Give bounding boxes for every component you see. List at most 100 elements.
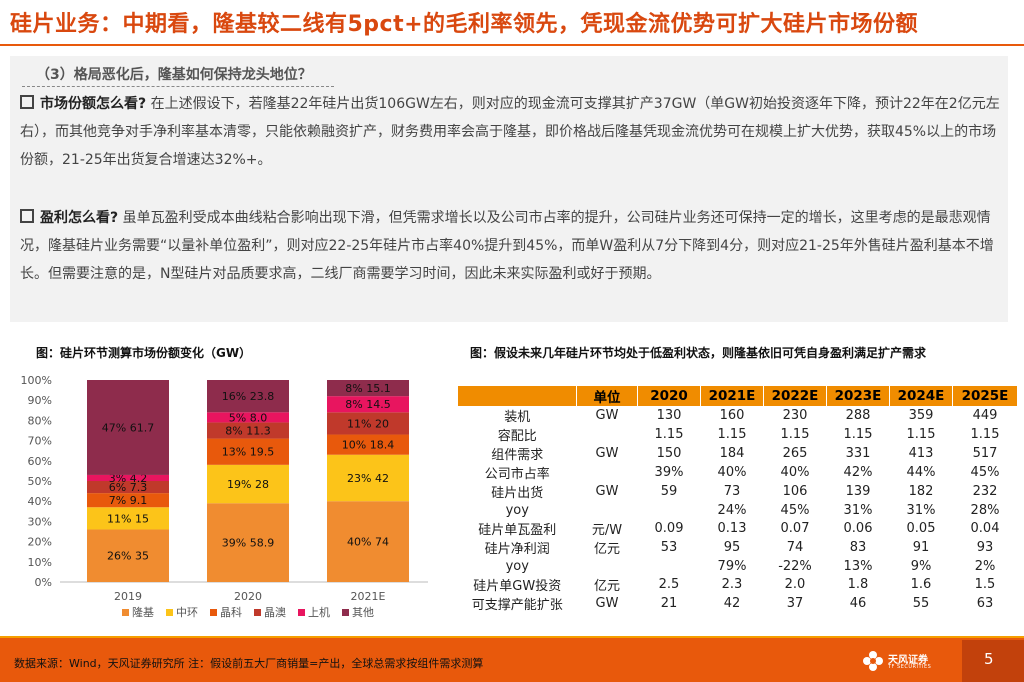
table-row: 硅片净利润 亿元 53 95 74 83 91 93 — [458, 538, 1018, 557]
y-tick-label: 30% — [28, 515, 52, 528]
table-header-cell: 2022E — [763, 386, 827, 406]
logo-subtext: TF SECURITIES — [888, 664, 932, 670]
table-cell: 160 — [719, 408, 745, 423]
table-cell: 31% — [843, 502, 873, 518]
bar-segment — [87, 529, 169, 582]
table-cell: 45% — [970, 465, 1000, 480]
table-row: 可支撑产能扩张 GW 21 42 37 46 55 63 — [458, 594, 1018, 613]
data-label: 3% 4.2 — [109, 472, 147, 485]
profit-paragraph: 盈利怎么看? 虽单瓦盈利受成本曲线粘合影响出现下滑，但凭需求增长以及公司市占率的… — [20, 204, 1010, 288]
table-cell: 装机 — [504, 410, 531, 425]
table-cell: 硅片净利润 — [484, 542, 550, 558]
table-cell: 2.0 — [784, 577, 806, 593]
table-row: yoy 24% 45% 31% 31% 28% — [458, 501, 1018, 519]
footer-bar — [0, 636, 1024, 682]
bar-segment — [327, 412, 409, 435]
data-label: 5% 8.0 — [229, 411, 267, 424]
data-label: 47% 61.7 — [102, 421, 154, 434]
table-cell: 21 — [660, 596, 678, 612]
table-cell: 1.15 — [717, 427, 747, 442]
table-cell — [577, 463, 638, 482]
title-rule — [0, 44, 1024, 46]
bar-segment — [87, 474, 169, 481]
x-tick-label: 2020 — [234, 590, 262, 603]
y-tick-label: 0% — [35, 576, 52, 589]
bar-segment — [207, 464, 289, 504]
table-row: yoy 79% -22% 13% 9% 2% — [458, 557, 1018, 575]
section-heading: （3）格局恶化后，隆基如何保持龙头地位？ — [36, 67, 312, 83]
data-label: 40% 74 — [347, 536, 389, 549]
bar-segment — [87, 493, 169, 508]
bullet-square-icon — [20, 95, 34, 109]
data-label: 8% 14.5 — [345, 398, 390, 411]
table-cell: 1.15 — [970, 427, 1000, 442]
table-cell: 59 — [660, 484, 678, 499]
table-cell: 53 — [660, 540, 678, 556]
bar-segment — [327, 434, 409, 455]
table-cell: 组件需求 — [491, 448, 544, 463]
legend-label: 其他 — [352, 606, 374, 619]
table-row: 硅片单GW投资 亿元 2.5 2.3 2.0 1.8 1.6 1.5 — [458, 575, 1018, 594]
table-row: 装机 GW 130 160 230 288 359 449 — [458, 406, 1018, 425]
bar-segment — [327, 396, 409, 413]
table-cell: 1.5 — [974, 577, 996, 593]
legend-swatch — [298, 609, 305, 616]
table-cell: 9% — [910, 558, 932, 574]
table-cell: GW — [595, 596, 619, 612]
y-tick-label: 80% — [28, 414, 52, 427]
table-cell: 1.15 — [654, 427, 684, 442]
bar-segment — [87, 481, 169, 494]
table-cell: 31% — [906, 502, 936, 518]
table-cell: 24% — [717, 502, 747, 518]
table-row: 硅片出货 GW 59 73 106 139 182 232 — [458, 482, 1018, 501]
table-cell: 55 — [912, 596, 930, 612]
page-title: 硅片业务：中期看，隆基较二线有5pct+的毛利率领先，凭现金流优势可扩大硅片市场… — [10, 12, 919, 37]
table-cell: 63 — [976, 596, 994, 612]
table-cell: 0.09 — [654, 521, 684, 537]
table-cell: GW — [595, 446, 619, 461]
table-cell: 288 — [845, 408, 871, 423]
table-cell: -22% — [778, 558, 812, 574]
table-cell: 13% — [843, 558, 873, 574]
table-cell: yoy — [505, 502, 529, 518]
table-cell: 2.3 — [721, 577, 743, 593]
flower-logo-icon — [863, 651, 883, 671]
table-cell: 130 — [656, 408, 682, 423]
table-cell: 93 — [976, 540, 994, 556]
table-cell: 0.05 — [906, 521, 936, 537]
table-cell: 37 — [786, 596, 804, 612]
y-tick-label: 10% — [28, 556, 52, 569]
data-label: 16% 23.8 — [222, 390, 274, 403]
table-cell: 95 — [723, 540, 741, 556]
legend-swatch — [210, 609, 217, 616]
data-label: 10% 18.4 — [342, 439, 394, 452]
data-label: 13% 19.5 — [222, 446, 274, 459]
table-cell: 182 — [908, 484, 934, 499]
footer-source: 数据来源：Wind，天风证券研究所 注：假设前五大厂商销量=产出，全球总需求按组… — [14, 657, 484, 670]
table-cell: 517 — [972, 446, 998, 461]
logo-text: 天风证券 — [888, 655, 928, 666]
table-cell: 28% — [970, 502, 1000, 518]
x-tick-label: 2019 — [114, 590, 142, 603]
table-cell: 40% — [717, 465, 747, 480]
legend-swatch — [166, 609, 173, 616]
table-cell: 42 — [723, 596, 741, 612]
data-label: 23% 42 — [347, 472, 389, 485]
bar-segment — [207, 412, 289, 423]
y-tick-label: 40% — [28, 495, 52, 508]
table-cell: 106 — [782, 484, 808, 499]
table-header-cell: 单位 — [576, 386, 638, 406]
table-cell: 40% — [780, 465, 810, 480]
table-cell: 0.06 — [843, 521, 873, 537]
table-row: 公司市占率 39% 40% 40% 42% 44% 45% — [458, 463, 1018, 482]
data-label: 19% 28 — [227, 478, 269, 491]
profit-table: 单位 2020 2021E 2022E 2023E 2024E 2025E 装机 GW 130 1… — [458, 386, 1018, 613]
table-cell: GW — [595, 408, 619, 423]
data-label: 8% 11.3 — [225, 425, 270, 438]
table-cell: 0.04 — [970, 521, 1000, 537]
data-label: 7% 9.1 — [109, 494, 147, 507]
table-cell: 亿元 — [593, 579, 620, 595]
table-cell: 139 — [845, 484, 871, 499]
table-cell: 2.5 — [658, 577, 680, 593]
table-cell: 79% — [717, 558, 747, 574]
